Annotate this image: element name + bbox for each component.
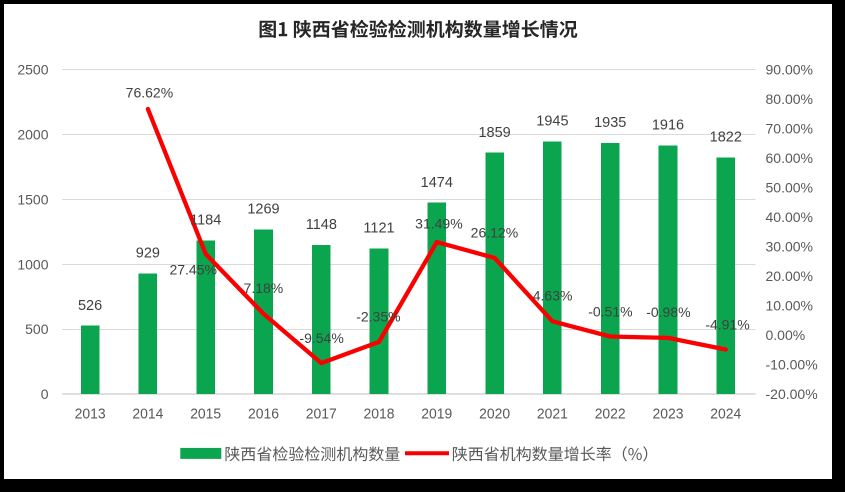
svg-text:1184: 1184 — [190, 213, 221, 229]
svg-text:90.00%: 90.00% — [766, 62, 813, 78]
svg-text:1500: 1500 — [17, 191, 48, 207]
svg-text:-2.35%: -2.35% — [356, 308, 400, 324]
svg-text:2022: 2022 — [595, 406, 626, 422]
svg-text:1859: 1859 — [478, 125, 510, 141]
svg-text:2016: 2016 — [248, 406, 279, 422]
svg-text:7.18%: 7.18% — [244, 280, 284, 296]
svg-text:2023: 2023 — [653, 406, 684, 422]
svg-text:-0.98%: -0.98% — [646, 304, 690, 320]
svg-text:-9.54%: -9.54% — [299, 330, 343, 346]
svg-text:27.45%: 27.45% — [169, 262, 216, 278]
svg-text:10.00%: 10.00% — [766, 298, 813, 314]
svg-text:76.62%: 76.62% — [126, 85, 173, 101]
svg-text:20.00%: 20.00% — [766, 268, 813, 284]
svg-text:1474: 1474 — [421, 175, 453, 191]
svg-text:40.00%: 40.00% — [766, 209, 813, 225]
svg-text:0.00%: 0.00% — [766, 327, 806, 343]
svg-text:929: 929 — [136, 246, 160, 262]
svg-text:-4.91%: -4.91% — [705, 317, 749, 333]
svg-text:1121: 1121 — [363, 221, 394, 237]
svg-text:2015: 2015 — [190, 406, 221, 422]
svg-text:0: 0 — [41, 386, 49, 402]
svg-text:2021: 2021 — [537, 406, 568, 422]
svg-text:50.00%: 50.00% — [766, 180, 813, 196]
svg-text:2020: 2020 — [479, 406, 510, 422]
svg-text:30.00%: 30.00% — [766, 239, 813, 255]
svg-text:1916: 1916 — [652, 118, 684, 134]
svg-text:1269: 1269 — [247, 202, 279, 218]
svg-text:-10.00%: -10.00% — [766, 357, 818, 373]
svg-text:2024: 2024 — [710, 406, 741, 422]
svg-text:1148: 1148 — [306, 217, 337, 233]
svg-text:31.49%: 31.49% — [415, 215, 462, 231]
svg-text:60.00%: 60.00% — [766, 150, 813, 166]
svg-text:1822: 1822 — [710, 130, 742, 146]
svg-text:2000: 2000 — [17, 127, 48, 143]
svg-text:1935: 1935 — [594, 115, 626, 131]
svg-text:70.00%: 70.00% — [766, 121, 813, 137]
svg-text:26.12%: 26.12% — [471, 224, 518, 240]
svg-text:2017: 2017 — [306, 406, 337, 422]
svg-text:80.00%: 80.00% — [766, 91, 813, 107]
svg-text:2018: 2018 — [364, 406, 395, 422]
svg-text:-0.51%: -0.51% — [588, 303, 632, 319]
svg-text:1945: 1945 — [536, 114, 568, 130]
svg-text:2013: 2013 — [75, 406, 106, 422]
svg-text:1000: 1000 — [17, 256, 48, 272]
svg-text:2019: 2019 — [421, 406, 452, 422]
svg-text:526: 526 — [78, 298, 102, 314]
svg-text:4.63%: 4.63% — [533, 288, 573, 304]
svg-text:-20.00%: -20.00% — [766, 386, 818, 402]
svg-text:500: 500 — [25, 321, 49, 337]
svg-text:2500: 2500 — [17, 62, 48, 78]
svg-text:2014: 2014 — [132, 406, 163, 422]
